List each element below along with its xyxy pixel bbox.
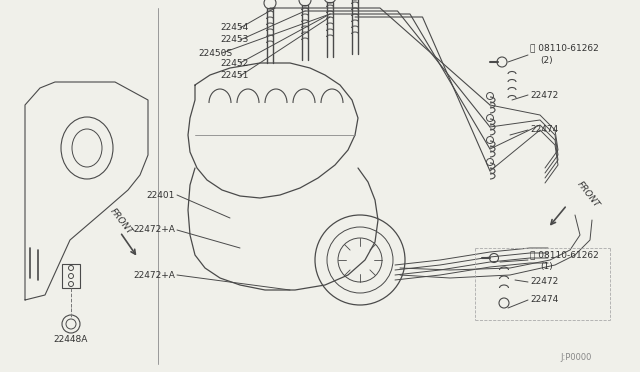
Text: 22472: 22472 <box>530 90 558 99</box>
Text: FRONT: FRONT <box>575 180 601 210</box>
Text: 22450S: 22450S <box>198 48 232 58</box>
Text: FRONT: FRONT <box>108 207 134 237</box>
Text: 22452: 22452 <box>220 58 248 67</box>
Text: 22454: 22454 <box>220 23 248 32</box>
Text: Ⓑ 08110-61262: Ⓑ 08110-61262 <box>530 250 599 260</box>
Text: (2): (2) <box>540 55 552 64</box>
Text: 22451: 22451 <box>220 71 248 80</box>
Text: 22472: 22472 <box>530 278 558 286</box>
Text: 22472+A: 22472+A <box>133 225 175 234</box>
Text: 22474: 22474 <box>530 295 558 305</box>
Text: Ⓑ 08110-61262: Ⓑ 08110-61262 <box>530 44 599 52</box>
Text: 22448A: 22448A <box>54 334 88 343</box>
Text: (1): (1) <box>540 262 553 270</box>
Text: 22474: 22474 <box>530 125 558 135</box>
Text: J:P0000: J:P0000 <box>560 353 591 362</box>
Text: 22472+A: 22472+A <box>133 270 175 279</box>
Text: 22453: 22453 <box>220 35 248 45</box>
Text: 22401: 22401 <box>147 190 175 199</box>
